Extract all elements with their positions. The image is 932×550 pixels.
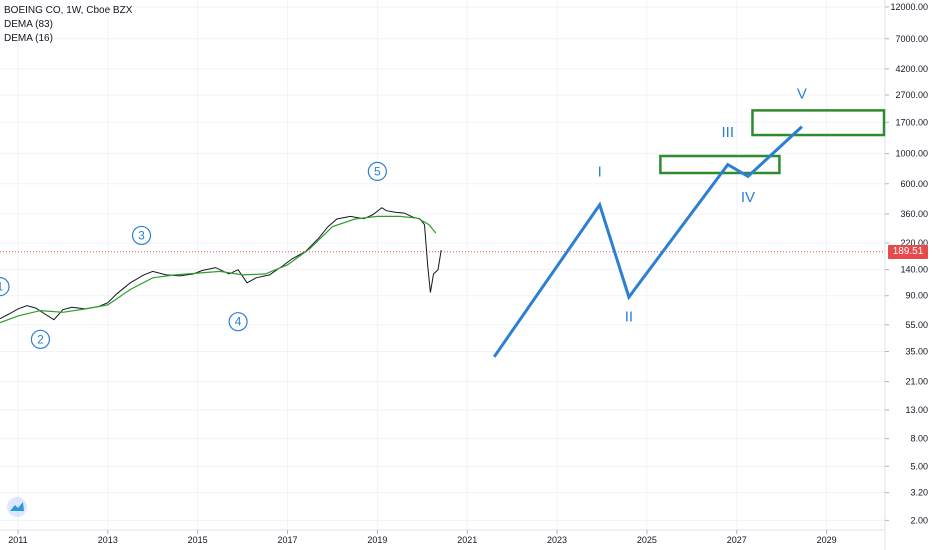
grid-layer (0, 0, 885, 530)
y-tick-label: 1700.00 (895, 117, 928, 127)
x-tick-label: 2019 (367, 535, 387, 545)
y-tick-label: 55.00 (905, 320, 928, 330)
wave-label: III (722, 124, 735, 141)
wave-label: V (797, 85, 807, 102)
x-tick-label: 2021 (457, 535, 477, 545)
circled-wave-label: 3 (138, 228, 145, 242)
x-axis-ticks: 2011 2013 2015 2017 2019 2021 2023 2025 2027 2029 (8, 530, 837, 545)
circled-wave-label: 1 (0, 280, 4, 294)
y-tick-label: 360.00 (900, 209, 928, 219)
tradingview-logo-icon[interactable] (6, 496, 28, 518)
y-tick-label: 21.00 (905, 377, 928, 387)
circled-wave-label: 4 (235, 315, 242, 329)
y-tick-label: 4200.00 (895, 64, 928, 74)
indicator-dema-83[interactable]: DEMA (83) (4, 19, 53, 30)
x-tick-label: 2013 (98, 535, 118, 545)
price-series-line (0, 207, 442, 321)
circled-wave-label: 2 (37, 332, 44, 346)
circled-label-ring (131, 225, 152, 246)
x-tick-label: 2011 (8, 535, 27, 545)
x-tick-label: 2025 (637, 535, 657, 545)
y-tick-label: 1000.00 (895, 149, 928, 159)
symbol-title[interactable]: BOEING CO, 1W, Cboe BZX (4, 5, 133, 16)
x-tick-label: 2023 (547, 535, 567, 545)
circled-label-ring (367, 161, 387, 181)
x-tick-label: 2029 (817, 535, 837, 545)
y-tick-label: 140.00 (900, 265, 928, 275)
y-tick-label: 3.20 (910, 488, 928, 498)
y-tick-label: 35.00 (905, 346, 928, 356)
y-tick-label: 12000.00 (890, 2, 928, 12)
target-boxes (659, 109, 886, 175)
x-tick-label: 2015 (188, 535, 208, 545)
y-tick-label: 220.00 (900, 238, 928, 248)
y-tick-label: 2.00 (910, 515, 928, 525)
y-tick-label: 7000.00 (895, 34, 928, 44)
x-tick-label: 2027 (727, 535, 747, 545)
indicator-dema-16[interactable]: DEMA (16) (4, 33, 53, 44)
x-tick-label: 2017 (277, 535, 297, 545)
wave-label: I (598, 163, 602, 180)
y-tick-label: 13.00 (905, 405, 928, 415)
current-price-tag: 189.51 (888, 244, 928, 259)
y-tick-label: 2700.00 (895, 90, 928, 100)
circled-label-ring (30, 329, 51, 349)
y-tick-label: 90.00 (905, 291, 928, 301)
dema-83-line (0, 215, 437, 324)
y-tick-label: 8.00 (910, 434, 928, 444)
circled-wave-labels: 1 2 3 4 5 (0, 161, 387, 349)
wave-label: IV (741, 189, 755, 206)
elliott-wave-projection[interactable] (492, 125, 803, 358)
y-tick-label: 600.00 (900, 179, 928, 189)
wave-label: II (625, 309, 633, 326)
circled-label-ring (0, 277, 10, 297)
circled-wave-label: 5 (374, 164, 381, 178)
y-tick-label: 5.00 (910, 461, 928, 471)
chart-legend: BOEING CO, 1W, Cboe BZX DEMA (83) DEMA (… (4, 4, 132, 46)
target-zone-box[interactable] (751, 109, 886, 137)
y-axis-ticks: 12000.00 7000.00 4200.00 2700.00 1700.00 1000… (885, 2, 928, 525)
circled-label-ring (228, 312, 248, 332)
